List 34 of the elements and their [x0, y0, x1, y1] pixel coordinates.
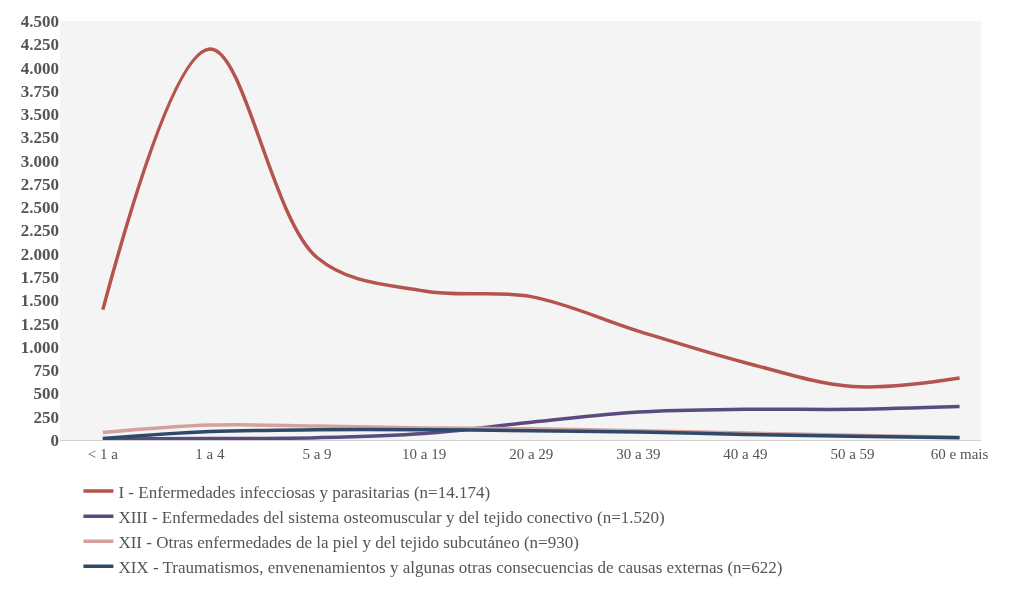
y-tick-label: 1.000 [20, 337, 59, 357]
legend-label: I - Enfermedades infecciosas y parasitarias (n=14.174) [118, 482, 491, 502]
x-tick-label: 50 a 59 [830, 446, 875, 462]
y-tick-label: 750 [33, 361, 59, 381]
legend-label: XIII - Enfermedades del sistema osteomuscular y del tejido conectivo (n=1.520) [118, 507, 665, 527]
x-tick-label: 60 e mais [930, 446, 989, 462]
legend-label: XII - Otras enfermedades de la piel y del tejido subcutáneo (n=930) [118, 532, 579, 552]
y-tick-label: 500 [33, 384, 59, 404]
y-tick-label: 2.000 [20, 244, 59, 264]
y-tick-label: 4.000 [20, 58, 59, 78]
y-tick-label: 1.250 [20, 314, 59, 334]
y-tick-label: 2.500 [20, 198, 59, 218]
y-tick-label: 2.750 [20, 174, 59, 194]
x-tick-label: 10 a 19 [402, 446, 447, 462]
y-tick-label: 1.500 [20, 291, 59, 311]
x-tick-label: < 1 a [87, 446, 119, 462]
line-series [101, 47, 962, 389]
y-tick-label: 4.250 [20, 35, 59, 55]
y-tick-label: 3.750 [20, 81, 59, 101]
x-tick-label: 30 a 39 [616, 446, 661, 462]
y-tick-label: 3.000 [20, 151, 59, 171]
legend-label: XIX - Traumatismos, envenenamientos y algunas otras consecuencias de causas externas (n=622) [118, 558, 783, 577]
x-tick-label: 1 a 4 [195, 446, 225, 462]
y-tick-label: 3.250 [20, 128, 59, 148]
x-tick-label: 20 a 29 [509, 446, 554, 462]
x-tick-label: 5 a 9 [302, 446, 332, 462]
y-tick-label: 0 [50, 430, 59, 450]
y-tick-label: 250 [33, 407, 59, 427]
y-tick-label: 2.250 [20, 221, 59, 241]
y-tick-label: 3.500 [20, 105, 59, 125]
line-series [101, 427, 962, 440]
y-tick-label: 4.500 [20, 11, 59, 31]
x-tick-label: 40 a 49 [723, 446, 768, 462]
y-tick-label: 1.750 [20, 268, 59, 288]
